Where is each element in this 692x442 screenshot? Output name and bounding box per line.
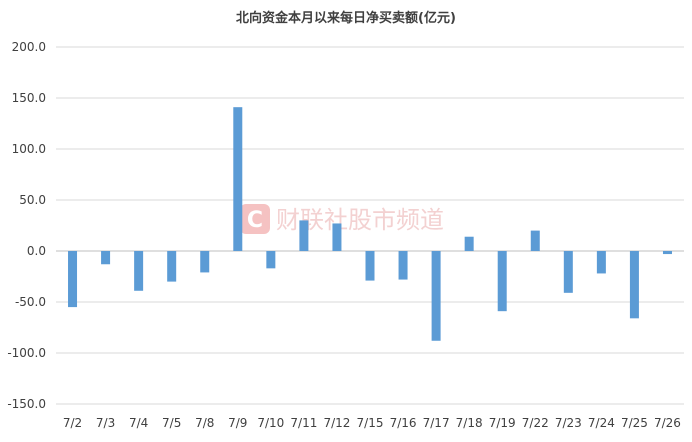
y-tick-label: 200.0 [12,40,46,54]
y-tick-label: -150.0 [7,397,46,411]
y-axis-ticks: -150.0 -100.0 -50.0 0.0 50.0 100.0 150.0 200.0 [7,40,46,411]
x-tick-label: 7/18 [456,416,483,430]
bar [134,251,144,291]
x-tick-label: 7/22 [522,416,549,430]
bar [596,251,606,274]
x-tick-label: 7/9 [228,416,247,430]
x-tick-label: 7/8 [195,416,214,430]
x-tick-label: 7/3 [96,416,115,430]
bar [167,251,177,282]
watermark: C 财联社股市频道 [240,204,444,234]
bar [266,251,276,269]
bars [68,107,672,341]
y-tick-label: 50.0 [19,193,46,207]
x-axis-ticks: 7/2 7/3 7/4 7/5 7/8 7/9 7/10 7/11 7/12 7/15 7/16 7/… [63,416,681,430]
bar [68,251,78,308]
x-tick-label: 7/26 [654,416,681,430]
bar [365,251,375,281]
y-tick-label: -50.0 [15,295,46,309]
x-tick-label: 7/17 [423,416,450,430]
bar [431,251,441,341]
watermark-logo-letter: C [247,208,263,233]
x-tick-label: 7/10 [257,416,284,430]
bar [464,236,474,251]
gridlines [56,46,684,405]
bar [233,107,243,252]
bar [398,251,408,280]
y-tick-label: -100.0 [7,346,46,360]
x-tick-label: 7/2 [63,416,82,430]
bar [662,251,672,255]
x-tick-label: 7/16 [390,416,417,430]
bar [629,251,639,319]
x-tick-label: 7/25 [621,416,648,430]
watermark-logo-icon [240,204,270,234]
y-tick-label: 150.0 [12,91,46,105]
chart-title: 北向资金本月以来每日净买卖额(亿元) [236,10,456,26]
x-tick-label: 7/12 [323,416,350,430]
x-tick-label: 7/19 [489,416,516,430]
y-tick-label: 0.0 [27,244,46,258]
bar [530,230,540,251]
y-tick-label: 100.0 [12,142,46,156]
bar [101,251,111,265]
x-tick-label: 7/15 [357,416,384,430]
bar [497,251,507,312]
x-tick-label: 7/4 [129,416,148,430]
x-tick-label: 7/11 [290,416,317,430]
bar [299,220,309,251]
bar [200,251,210,273]
x-tick-label: 7/24 [588,416,615,430]
x-tick-label: 7/5 [162,416,181,430]
bar [332,223,342,251]
x-tick-label: 7/23 [555,416,582,430]
bar [563,251,573,293]
